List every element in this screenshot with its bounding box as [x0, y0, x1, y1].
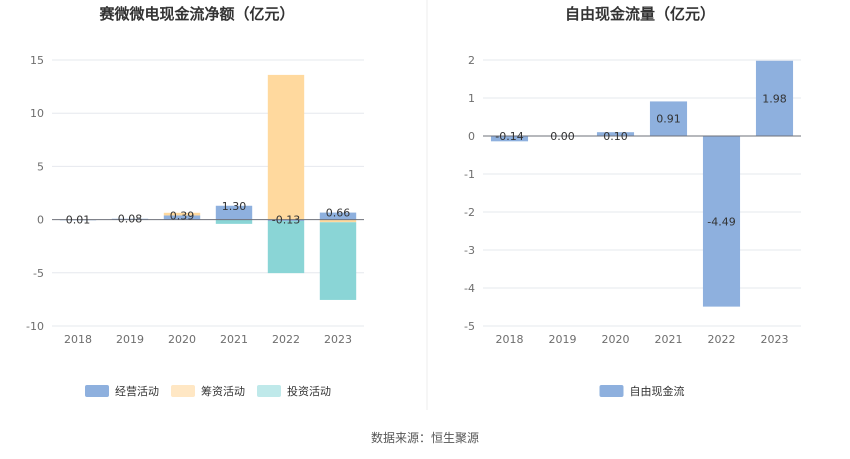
left-bar	[267, 74, 305, 220]
right-grid: 2 1 0 -1 -2 -3 -4 -5	[464, 54, 801, 333]
right-bar	[702, 136, 741, 307]
left-y-tick-label: -10	[26, 320, 44, 333]
right-y-tick-label: -2	[464, 206, 475, 219]
right-chart-title: 自由现金流量（亿元）	[565, 5, 715, 23]
left-legend-item[interactable]: 经营活动	[85, 384, 159, 398]
left-legend-label: 投资活动	[287, 384, 331, 398]
left-data-label: 1.30	[222, 200, 247, 213]
right-x-tick-label: 2021	[655, 333, 683, 346]
right-data-labels: -0.14 0.00 0.10 0.91 -4.49 1.98	[495, 92, 786, 228]
left-data-label: 0.66	[326, 207, 351, 220]
free-cash-flow-chart: 自由现金流量（亿元） 2 1 0 -1 -2 -3 -4 -5 -0.14 0.00 0.10 0.…	[464, 5, 801, 398]
right-x-tick-label: 2018	[496, 333, 524, 346]
left-bars	[52, 74, 364, 300]
right-legend-label: 自由现金流	[630, 384, 685, 398]
right-x-tick-label: 2023	[761, 333, 789, 346]
left-legend-label: 筹资活动	[201, 384, 245, 398]
left-bar	[215, 219, 253, 224]
left-y-tick-label: 0	[37, 214, 44, 227]
right-bar	[596, 132, 635, 136]
left-bar	[319, 219, 357, 223]
left-bar	[267, 220, 305, 274]
right-bar	[490, 136, 529, 142]
left-y-tick-label: 15	[30, 54, 44, 67]
right-data-label: 0.91	[656, 113, 681, 126]
cash-flow-net-chart: 赛微微电现金流净额（亿元） 15 10 5 0 -5 -10 0.01 0.08 0.39 1.…	[26, 5, 364, 398]
left-legend-label: 经营活动	[115, 384, 159, 398]
left-bar	[163, 215, 201, 220]
left-bar	[319, 212, 357, 220]
right-bar	[755, 60, 794, 137]
right-bar	[649, 101, 688, 136]
left-data-label: 0.39	[170, 209, 195, 222]
right-y-tick-label: 0	[468, 130, 475, 143]
right-legend-item[interactable]: 自由现金流	[599, 384, 685, 398]
left-bar	[215, 205, 253, 220]
left-chart-title: 赛微微电现金流净额（亿元）	[98, 5, 294, 23]
right-legend-swatch	[599, 385, 624, 397]
left-x-tick-label: 2020	[168, 333, 196, 346]
left-x-tick-label: 2022	[272, 333, 300, 346]
right-y-tick-label: 2	[468, 54, 475, 67]
left-data-label: -0.13	[272, 214, 300, 227]
right-data-label: 0.10	[603, 130, 628, 143]
right-data-label: 1.98	[762, 92, 787, 105]
left-x-tick-label: 2023	[324, 333, 352, 346]
left-legend-item[interactable]: 筹资活动	[171, 384, 245, 398]
left-y-tick-label: 5	[37, 160, 44, 173]
left-y-tick-label: 10	[30, 107, 44, 120]
left-legend-item[interactable]: 投资活动	[257, 384, 331, 398]
left-legend-swatch	[85, 385, 109, 397]
right-x-tick-label: 2020	[602, 333, 630, 346]
left-bar	[267, 219, 305, 221]
left-data-labels: 0.01 0.08 0.39 1.30 -0.13 0.66	[66, 200, 351, 227]
left-legend-swatch	[171, 385, 195, 397]
right-bars	[483, 60, 801, 307]
left-data-label: 0.08	[118, 213, 143, 226]
right-y-tick-label: 1	[468, 92, 475, 105]
left-x-ticks: 2018 2019 2020 2021 2022 2023	[64, 333, 352, 346]
right-y-tick-label: -4	[464, 282, 475, 295]
right-x-ticks: 2018 2019 2020 2021 2022 2023	[496, 333, 789, 346]
left-x-tick-label: 2021	[220, 333, 248, 346]
left-x-tick-label: 2019	[116, 333, 144, 346]
right-legend: 自由现金流	[599, 384, 685, 398]
right-x-tick-label: 2022	[708, 333, 736, 346]
left-bar	[163, 212, 201, 216]
left-bar	[319, 222, 357, 300]
left-y-tick-label: -5	[33, 267, 44, 280]
right-data-label: -4.49	[707, 215, 735, 228]
right-x-tick-label: 2019	[549, 333, 577, 346]
left-legend-swatch	[257, 385, 281, 397]
data-source: 数据来源：恒生聚源	[371, 430, 479, 445]
right-data-label: 0.00	[550, 130, 575, 143]
right-y-tick-label: -3	[464, 244, 475, 257]
right-data-label: -0.14	[495, 130, 523, 143]
left-x-tick-label: 2018	[64, 333, 92, 346]
right-y-tick-label: -5	[464, 320, 475, 333]
left-legend: 经营活动 筹资活动 投资活动	[85, 384, 331, 398]
right-y-tick-label: -1	[464, 168, 475, 181]
left-data-label: 0.01	[66, 213, 91, 226]
left-grid: 15 10 5 0 -5 -10	[26, 54, 364, 333]
